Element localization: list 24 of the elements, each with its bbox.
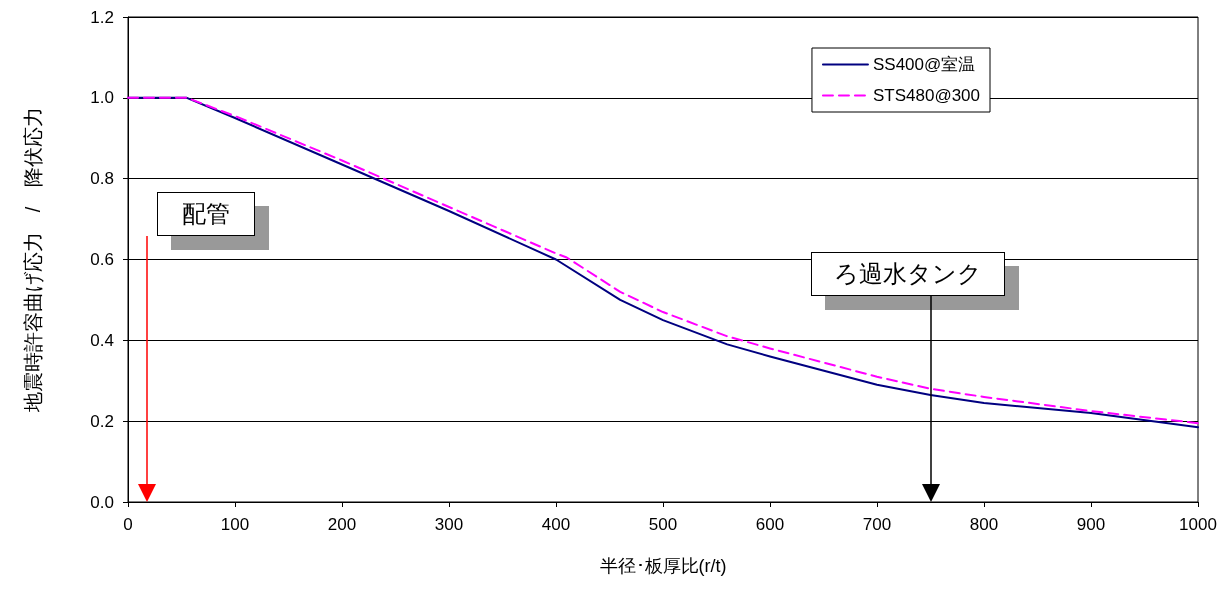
x-tick-label: 500: [648, 515, 678, 534]
annotation: 配管: [157, 192, 255, 236]
y-tick-label: 0.8: [90, 169, 114, 189]
y-tick-label: 0.0: [90, 492, 114, 512]
x-tick-label: 800: [969, 515, 999, 534]
y-tick-label: 0.4: [90, 330, 114, 350]
x-axis-title: 半径･板厚比(r/t): [599, 556, 727, 576]
x-tick-label: 700: [862, 515, 892, 534]
y-axis-title: 地震時許容曲げ応力 / 降伏応力: [22, 106, 44, 414]
y-tick-label: 0.6: [90, 250, 114, 269]
legend-label: STS480@300: [872, 86, 980, 105]
annotation: ろ過水タンク: [811, 252, 1005, 296]
x-tick-label: 200: [327, 515, 357, 534]
x-tick-label: 300: [434, 515, 464, 534]
y-tick-label: 1.0: [90, 88, 114, 108]
x-tick-label: 100: [220, 515, 250, 534]
x-tick-label: 400: [541, 515, 571, 534]
y-tick-label: 0.2: [90, 411, 114, 431]
y-tick-label: 1.2: [90, 7, 114, 27]
x-tick-label: 600: [755, 515, 785, 534]
x-tick-label: 900: [1076, 515, 1106, 534]
legend-label: SS400@室温: [872, 55, 976, 74]
x-tick-label: 1000: [1179, 515, 1217, 534]
x-tick-label: 0: [123, 515, 133, 534]
